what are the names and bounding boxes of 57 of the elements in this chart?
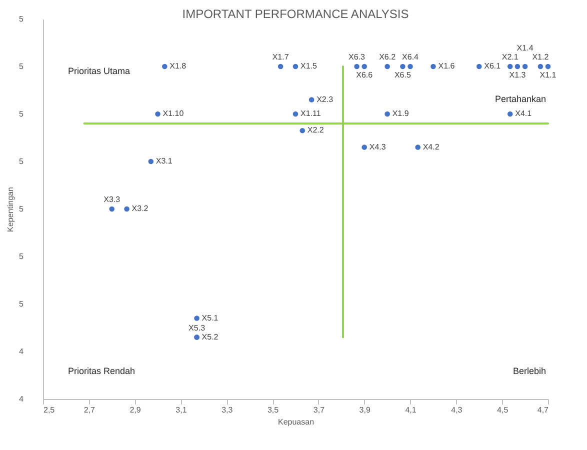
data-label: X1.2 [532, 52, 550, 62]
x-tick-label: 3,7 [313, 406, 326, 414]
data-label: X2.3 [316, 94, 334, 104]
data-label: X6.2 [379, 52, 396, 62]
x-tick-label: 2,5 [44, 406, 56, 414]
data-label: X3.1 [156, 156, 173, 166]
data-label: X2.2 [307, 126, 324, 135]
x-tick-label: 3,1 [176, 406, 188, 414]
x-tick-label: 4,5 [497, 406, 509, 414]
x-tick-label: 4,7 [537, 406, 550, 414]
y-axis-title: Kepentingan [6, 187, 16, 232]
annotation: Prioritas Rendah [68, 366, 136, 376]
y-tick-label: 5 [19, 204, 24, 214]
data-label: X2.1 [502, 52, 519, 62]
x-tick-label: 3,5 [267, 406, 280, 414]
data-label: X3.2 [132, 204, 149, 213]
data-label: X1.8 [170, 62, 187, 70]
x-tick-label: 2,7 [84, 406, 96, 414]
data-label: X1.6 [438, 62, 456, 70]
data-label: X1.11 [300, 109, 322, 118]
x-tick-label: 4,1 [405, 406, 417, 414]
data-label: X6.1 [484, 62, 502, 70]
data-label: X5.3 [188, 323, 206, 332]
data-label: X1.5 [300, 62, 318, 70]
data-label: X4.2 [422, 142, 440, 152]
data-label: X1.1 [540, 70, 557, 80]
y-tick-label: 5 [19, 14, 24, 24]
y-tick-label: 4 [19, 394, 24, 404]
x-tick-label: 2,9 [130, 406, 142, 414]
y-tick-label: 5 [19, 157, 24, 166]
data-label: X4.3 [369, 142, 386, 152]
y-tick-label: 5 [19, 62, 24, 71]
annotation: Prioritas Utama [68, 66, 130, 76]
x-tick-label: 3,9 [359, 406, 371, 414]
data-label: X1.9 [392, 109, 410, 118]
data-label: X4.1 [515, 109, 532, 118]
y-tick-label: 4 [19, 347, 24, 356]
x-axis-title: Kepuasan [278, 418, 314, 426]
data-label: X1.3 [509, 70, 526, 80]
data-label: X3.3 [104, 195, 121, 204]
data-label: X6.4 [402, 52, 420, 62]
data-label: X1.4 [516, 44, 534, 52]
data-label: X5.2 [202, 332, 219, 342]
y-tick-label: 5 [19, 252, 24, 261]
y-tick-label: 5 [19, 110, 24, 118]
data-label: X1.10 [162, 109, 184, 118]
x-tick-label: 3,3 [222, 406, 234, 414]
data-label: X5.1 [202, 313, 219, 322]
data-label: X6.6 [356, 70, 374, 80]
annotation: Pertahankan [494, 94, 546, 104]
y-tick-label: 5 [19, 300, 24, 308]
data-label: X6.3 [348, 52, 366, 62]
chart-title: IMPORTANT PERFORMANCE ANALYSIS [182, 7, 409, 21]
data-label: X6.5 [394, 70, 412, 80]
x-tick-label: 4,3 [451, 406, 463, 414]
annotation: Berlebih [512, 366, 546, 376]
data-label: X1.7 [272, 52, 290, 62]
